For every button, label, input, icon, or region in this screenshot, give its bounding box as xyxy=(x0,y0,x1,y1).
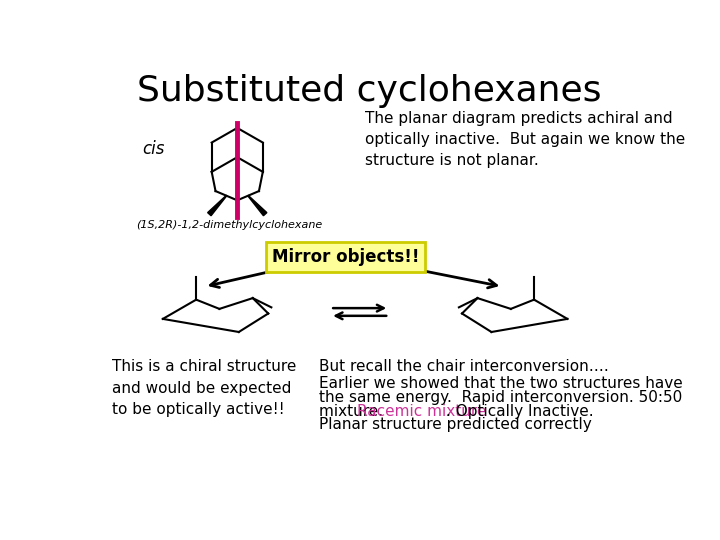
Text: Racemic mixture: Racemic mixture xyxy=(356,403,486,418)
Text: But recall the chair interconversion….: But recall the chair interconversion…. xyxy=(319,359,608,374)
Text: Earlier we showed that the two structures have: Earlier we showed that the two structure… xyxy=(319,376,683,391)
Text: This is a chiral structure
and would be expected
to be optically active!!: This is a chiral structure and would be … xyxy=(112,359,296,417)
Text: Mirror objects!!: Mirror objects!! xyxy=(272,248,420,266)
Text: Substituted cyclohexanes: Substituted cyclohexanes xyxy=(137,74,601,108)
Text: . Optically Inactive.: . Optically Inactive. xyxy=(446,403,594,418)
Polygon shape xyxy=(248,195,267,216)
Polygon shape xyxy=(207,195,227,216)
Text: the same energy.  Rapid interconversion. 50:50: the same energy. Rapid interconversion. … xyxy=(319,390,682,405)
Text: mixture.: mixture. xyxy=(319,403,387,418)
Text: Planar structure predicted correctly: Planar structure predicted correctly xyxy=(319,417,591,433)
Text: (1S,2R)-1,2-dimethylcyclohexane: (1S,2R)-1,2-dimethylcyclohexane xyxy=(136,220,323,231)
Text: The planar diagram predicts achiral and
optically inactive.  But again we know t: The planar diagram predicts achiral and … xyxy=(365,111,685,168)
Text: cis: cis xyxy=(143,140,165,159)
